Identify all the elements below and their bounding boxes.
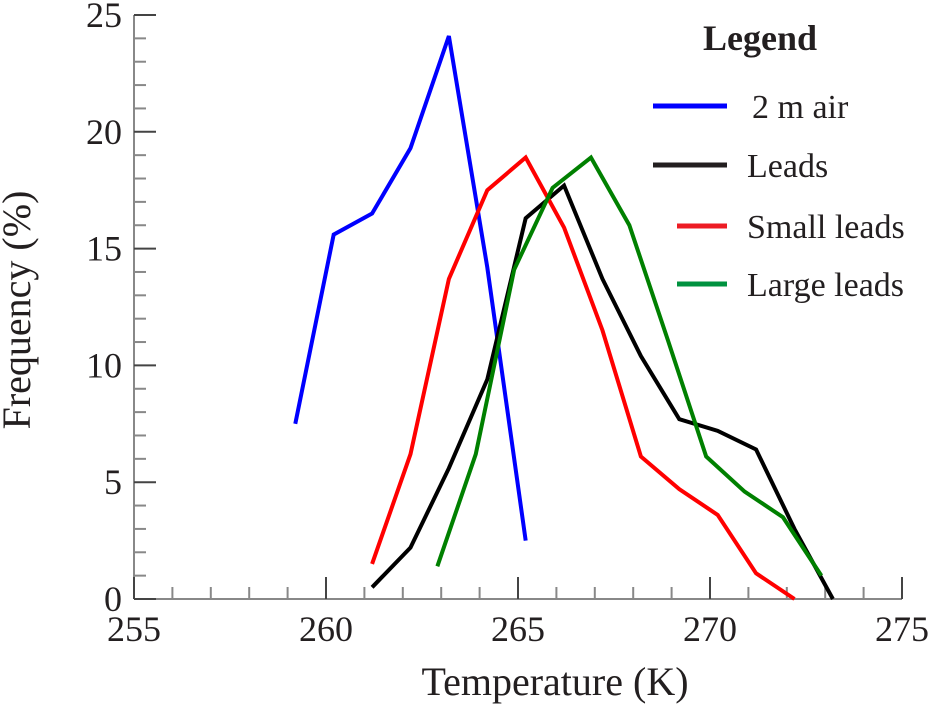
legend-label: Small leads bbox=[747, 209, 905, 246]
x-tick-label: 260 bbox=[299, 609, 353, 649]
x-tick-label: 255 bbox=[107, 609, 161, 649]
y-tick-label: 15 bbox=[86, 229, 122, 269]
legend: Legend 2 m air Leads Small leads Large lead… bbox=[653, 18, 905, 304]
series-group bbox=[293, 35, 835, 601]
y-tick-label: 0 bbox=[104, 579, 122, 619]
y-axis-label: Frequency (%) bbox=[0, 191, 39, 430]
y-tick-label: 25 bbox=[86, 0, 122, 35]
series-line-large-leads bbox=[435, 154, 824, 577]
y-tick-label: 20 bbox=[86, 112, 122, 152]
x-tick-label: 270 bbox=[683, 609, 737, 649]
legend-label: Leads bbox=[747, 148, 828, 185]
series-line-small-leads bbox=[370, 154, 796, 601]
legend-title: Legend bbox=[703, 18, 817, 58]
series-line-2-m-air bbox=[293, 35, 528, 541]
x-tick-label: 275 bbox=[875, 609, 929, 649]
axes: 255 260 265 270 275 0 5 10 15 20 25 bbox=[86, 0, 929, 649]
y-tick-label: 5 bbox=[104, 462, 122, 502]
x-tick-label: 265 bbox=[491, 609, 545, 649]
legend-label: 2 m air bbox=[752, 89, 849, 126]
legend-label: Large leads bbox=[747, 267, 904, 304]
series-line-leads bbox=[370, 182, 835, 600]
x-axis-label: Temperature (K) bbox=[421, 659, 688, 704]
y-tick-label: 10 bbox=[86, 345, 122, 385]
